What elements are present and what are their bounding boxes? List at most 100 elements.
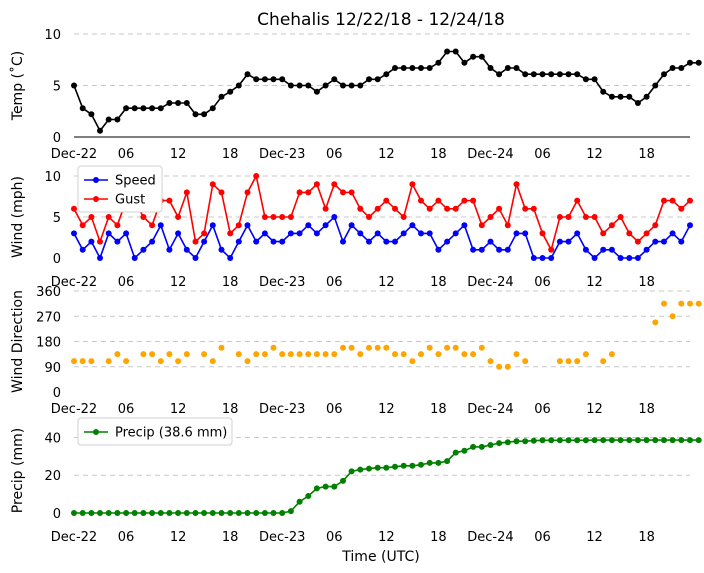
data-point-precip bbox=[79, 510, 86, 516]
data-point-temp bbox=[166, 100, 173, 106]
data-point-temp bbox=[418, 65, 424, 71]
data-point-speed bbox=[114, 238, 121, 245]
data-point-speed bbox=[522, 230, 529, 237]
data-point-temp bbox=[478, 53, 485, 60]
data-point-gust bbox=[374, 205, 381, 212]
data-point-direction bbox=[183, 351, 190, 358]
data-point-precip bbox=[617, 437, 624, 444]
data-point-speed bbox=[444, 238, 451, 245]
data-point-gust bbox=[244, 189, 251, 196]
data-point-gust bbox=[539, 230, 546, 237]
data-point-gust bbox=[608, 222, 615, 229]
data-point-direction bbox=[244, 358, 251, 365]
data-point-precip bbox=[366, 465, 372, 472]
data-point-direction bbox=[400, 351, 407, 358]
panel-4: 0 20 40 Dec-22 06 12 18 Dec-23 06 12 18 Dec-24 06 12 1… bbox=[10, 417, 702, 545]
x-tick-label: Dec-24 bbox=[467, 530, 513, 545]
data-point-speed bbox=[661, 238, 667, 245]
x-tick-label: Dec-23 bbox=[259, 402, 305, 417]
data-point-precip bbox=[504, 439, 511, 446]
panel-2: 0 5 10 Dec-22 06 12 18 Dec-23 06 12 18 Dec-24 06 12 18… bbox=[10, 165, 693, 290]
data-point-precip bbox=[131, 510, 138, 516]
data-point-gust bbox=[270, 214, 277, 220]
data-point-direction bbox=[340, 344, 346, 351]
data-point-gust bbox=[400, 214, 407, 220]
data-point-gust bbox=[348, 189, 355, 196]
data-point-temp bbox=[123, 105, 130, 112]
data-point-gust bbox=[79, 222, 86, 229]
data-point-speed bbox=[452, 230, 459, 237]
legend-box bbox=[77, 165, 163, 213]
x-tick-label: 18 bbox=[222, 530, 239, 545]
data-point-precip bbox=[97, 510, 103, 516]
x-tick-label: Dec-23 bbox=[259, 147, 305, 162]
data-point-temp bbox=[140, 105, 147, 112]
data-point-temp bbox=[105, 116, 112, 123]
y-axis-label: Temp (˚C) bbox=[9, 51, 26, 121]
data-point-temp bbox=[487, 65, 494, 71]
data-point-gust bbox=[661, 197, 667, 204]
data-point-gust bbox=[634, 238, 641, 245]
x-tick-label: Dec-24 bbox=[467, 147, 513, 162]
x-tick-label: 12 bbox=[586, 275, 603, 290]
data-point-speed bbox=[279, 238, 286, 245]
data-point-precip bbox=[157, 510, 164, 516]
data-point-speed bbox=[331, 214, 338, 220]
data-point-precip bbox=[695, 437, 702, 444]
legend-label-gust: Gust bbox=[115, 193, 145, 208]
data-point-temp bbox=[574, 71, 581, 78]
data-point-temp bbox=[183, 100, 190, 106]
data-point-gust bbox=[235, 222, 242, 229]
data-point-temp bbox=[270, 76, 277, 83]
y-tick-label: 360 bbox=[36, 285, 61, 300]
data-point-temp bbox=[409, 65, 416, 71]
y-tick-label: 10 bbox=[44, 170, 61, 185]
data-point-precip bbox=[253, 510, 260, 516]
x-tick-label: 12 bbox=[170, 147, 187, 162]
x-tick-label: 06 bbox=[118, 147, 135, 162]
data-point-precip bbox=[348, 468, 355, 475]
data-point-precip bbox=[71, 510, 77, 516]
data-point-temp bbox=[695, 59, 702, 66]
x-tick-label: 06 bbox=[326, 402, 343, 417]
data-point-temp bbox=[669, 65, 676, 71]
data-point-speed bbox=[392, 238, 398, 245]
data-point-precip bbox=[530, 437, 537, 444]
data-point-direction bbox=[496, 363, 503, 370]
data-point-precip bbox=[591, 437, 598, 444]
y-tick-label: 180 bbox=[36, 336, 61, 351]
x-tick-label: 06 bbox=[326, 147, 343, 162]
data-point-precip bbox=[661, 437, 667, 444]
x-tick-label: Dec-22 bbox=[51, 402, 97, 417]
data-point-temp bbox=[157, 105, 164, 112]
data-point-precip bbox=[270, 510, 277, 516]
data-point-direction bbox=[478, 344, 485, 351]
x-tick-label: Dec-23 bbox=[259, 275, 305, 290]
data-point-gust bbox=[617, 214, 624, 220]
data-point-gust bbox=[287, 214, 294, 220]
data-point-gust bbox=[71, 205, 77, 212]
data-point-speed bbox=[591, 255, 598, 261]
panel-1: 0 5 10 Dec-22 06 12 18 Dec-23 06 12 18 Dec-24 06 12 18… bbox=[9, 28, 702, 162]
data-point-temp bbox=[244, 71, 251, 78]
data-point-speed bbox=[478, 246, 485, 253]
data-point-gust bbox=[201, 230, 208, 237]
data-point-temp bbox=[340, 82, 346, 89]
data-point-precip bbox=[374, 464, 381, 471]
data-point-gust bbox=[522, 205, 529, 212]
data-point-speed bbox=[556, 238, 563, 245]
data-point-precip bbox=[261, 510, 268, 516]
data-point-direction bbox=[652, 319, 659, 326]
data-point-speed bbox=[600, 246, 607, 253]
x-tick-label: 12 bbox=[586, 147, 603, 162]
data-point-temp bbox=[513, 65, 520, 71]
data-point-direction bbox=[582, 351, 589, 358]
data-point-precip bbox=[574, 437, 581, 444]
data-point-gust bbox=[600, 230, 607, 237]
data-point-speed bbox=[634, 255, 641, 261]
data-point-precip bbox=[669, 437, 676, 444]
data-point-gust bbox=[582, 214, 589, 220]
data-point-temp bbox=[383, 71, 390, 78]
data-point-precip bbox=[626, 437, 633, 444]
data-point-precip bbox=[452, 449, 459, 456]
